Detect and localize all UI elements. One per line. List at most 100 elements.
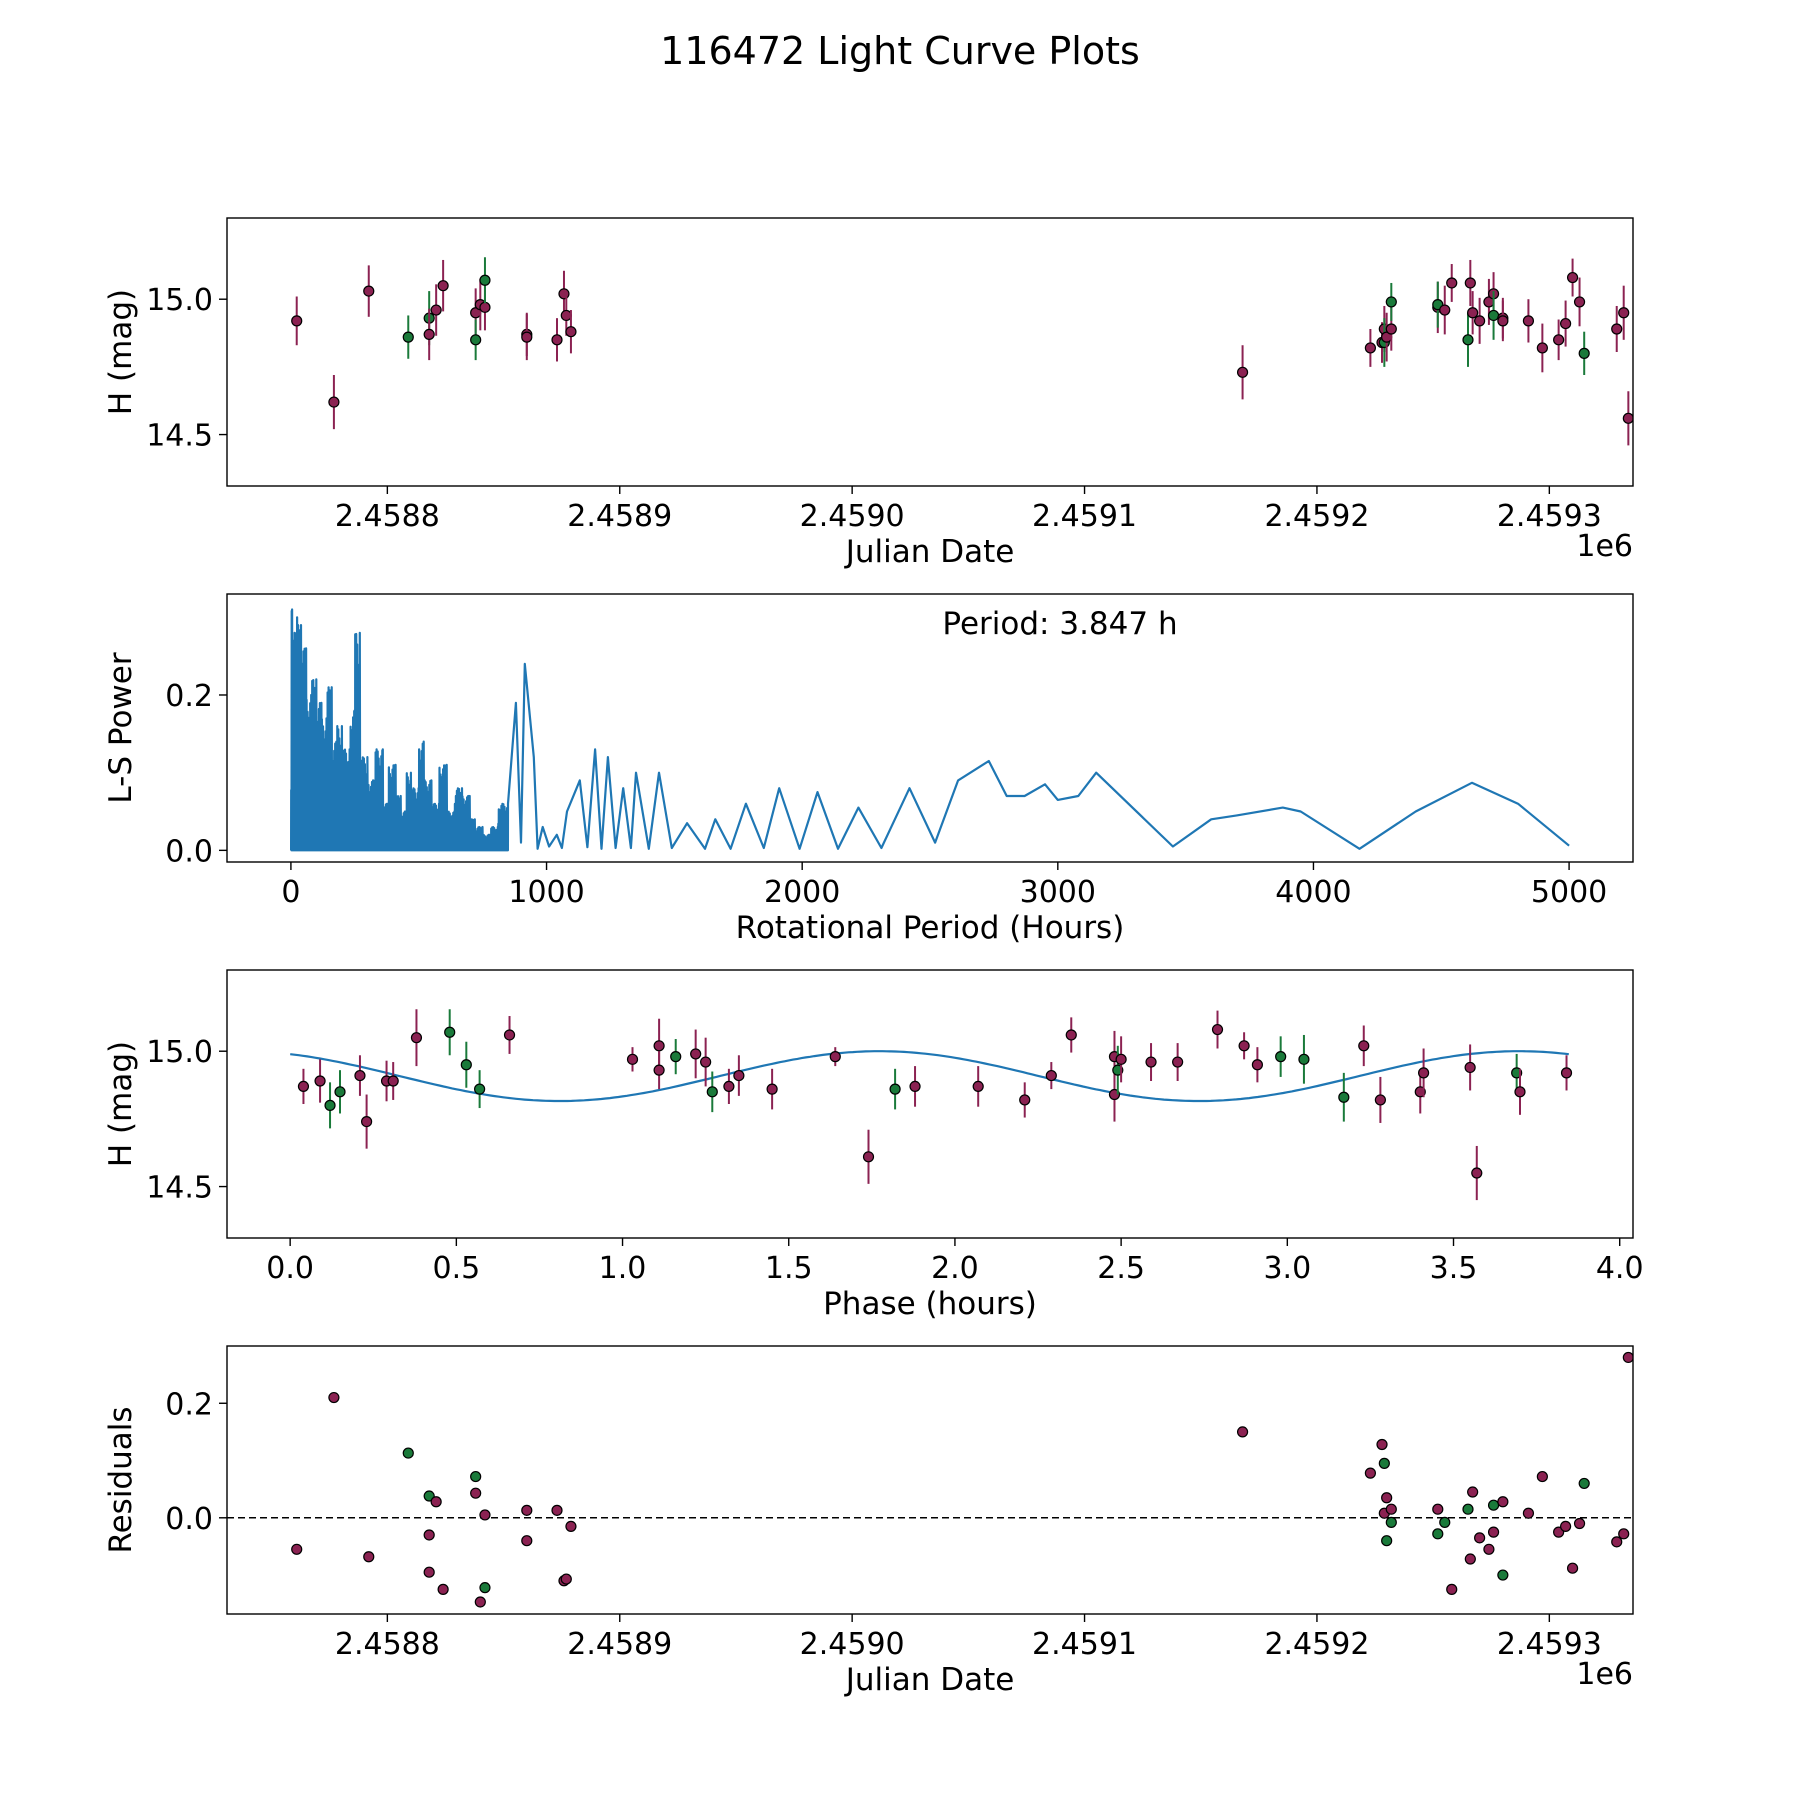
data-point (1115, 1053, 1127, 1065)
x-tick-label: 2.4592 (1264, 499, 1369, 534)
data-point (291, 1543, 303, 1555)
data-point (560, 309, 572, 322)
data-point (363, 1551, 375, 1563)
data-point (324, 1099, 336, 1111)
data-point (521, 1504, 533, 1516)
data-point (1618, 307, 1630, 319)
data-point (479, 1582, 491, 1594)
data-point (297, 1080, 310, 1093)
data-point (354, 1069, 366, 1082)
data-point (1462, 334, 1474, 346)
data-point (430, 1496, 442, 1508)
x-tick-label: 2.4588 (335, 499, 440, 534)
data-point (1358, 1040, 1370, 1052)
data-point (1364, 342, 1376, 354)
data-point (1578, 347, 1590, 359)
data-point (1439, 1516, 1451, 1528)
x-tick-label: 3.0 (1263, 1251, 1311, 1286)
data-point (1573, 296, 1586, 308)
data-point (423, 1566, 435, 1578)
data-point (402, 1447, 414, 1459)
data-point (1385, 296, 1397, 308)
x-offset-label: 1e6 (1576, 1657, 1633, 1692)
figure-title: 116472 Light Curve Plots (660, 29, 1140, 73)
data-point (1172, 1056, 1184, 1068)
data-point (1618, 1528, 1630, 1540)
data-point (1474, 315, 1486, 327)
data-point (1497, 315, 1509, 327)
periodogram-line (290, 608, 1570, 852)
data-point (829, 1051, 841, 1063)
data-point (387, 1075, 399, 1087)
data-point (444, 1026, 456, 1038)
x-tick-label: 0 (281, 875, 300, 910)
data-point (1560, 1520, 1572, 1532)
data-point (1238, 1040, 1250, 1052)
data-point (328, 1391, 340, 1404)
residuals-panel: 2.4588 2.4589 2.4590 2.4591 2.4592 2.4593 0.0 0… (103, 1345, 1634, 1698)
data-point (626, 1053, 639, 1065)
data-point (551, 1504, 563, 1516)
x-tick-label: 1.0 (599, 1251, 647, 1286)
x-tick-label: 3.5 (1430, 1251, 1478, 1286)
data-point (314, 1075, 326, 1087)
data-point (521, 331, 533, 343)
x-tick-label: 4.0 (1596, 1251, 1644, 1286)
light-curve-panel: 2.4588 2.4589 2.4590 2.4591 2.4592 2.4593 15.0… (103, 217, 1634, 570)
plot-area (290, 608, 1570, 852)
data-point (1487, 309, 1500, 322)
data-point (1487, 1526, 1500, 1538)
data-point (733, 1069, 745, 1082)
data-point (437, 280, 449, 292)
data-point (1464, 1553, 1476, 1565)
data-point (1553, 334, 1565, 346)
data-point (361, 1115, 373, 1128)
data-point (1611, 323, 1623, 335)
y-tick-label: 0.0 (165, 1502, 213, 1537)
data-point (1364, 1467, 1376, 1479)
y-axis-label: Residuals (103, 1406, 139, 1553)
data-point (1251, 1059, 1264, 1071)
data-point (1464, 277, 1476, 289)
data-point (1622, 412, 1633, 424)
x-axis-label: Rotational Period (Hours) (736, 910, 1125, 946)
x-tick-label: 2.5 (1097, 1251, 1145, 1286)
data-point (410, 1032, 423, 1044)
data-point (1381, 1535, 1393, 1547)
data-point (551, 334, 563, 346)
x-tick-label: 2000 (764, 875, 840, 910)
data-point (291, 315, 303, 327)
data-point (1432, 1503, 1444, 1515)
y-axis-label: L-S Power (103, 652, 139, 803)
data-point (437, 1583, 449, 1595)
x-tick-label: 0.5 (432, 1251, 480, 1286)
x-tick-label: 2.4591 (1032, 499, 1137, 534)
data-point (1385, 323, 1397, 335)
data-point (1376, 1438, 1388, 1451)
data-point (1432, 1528, 1444, 1540)
data-point (521, 1535, 533, 1547)
data-point (1536, 342, 1548, 354)
x-tick-label: 2.4589 (567, 499, 672, 534)
data-point (1145, 1056, 1157, 1068)
x-axis-label: Julian Date (844, 1662, 1015, 1698)
axes-frame (226, 593, 1634, 863)
data-point (1439, 304, 1451, 316)
data-point (1446, 1583, 1458, 1595)
data-point (560, 1573, 572, 1585)
data-point (328, 396, 340, 408)
x-tick-label: 2.4590 (800, 1627, 905, 1662)
axes-frame (226, 217, 1634, 487)
data-point (565, 326, 577, 338)
data-point (653, 1040, 665, 1052)
x-tick-label: 2.4592 (1264, 1627, 1369, 1662)
data-point (1514, 1086, 1526, 1098)
data-point (1338, 1091, 1350, 1103)
y-tick-label: 14.5 (146, 419, 213, 454)
data-point (1385, 1503, 1397, 1515)
x-tick-label: 2.0 (931, 1251, 979, 1286)
x-axis-label: Phase (hours) (823, 1286, 1037, 1322)
data-point (1381, 1492, 1393, 1504)
x-tick-label: 1000 (508, 875, 584, 910)
data-point (423, 328, 435, 341)
